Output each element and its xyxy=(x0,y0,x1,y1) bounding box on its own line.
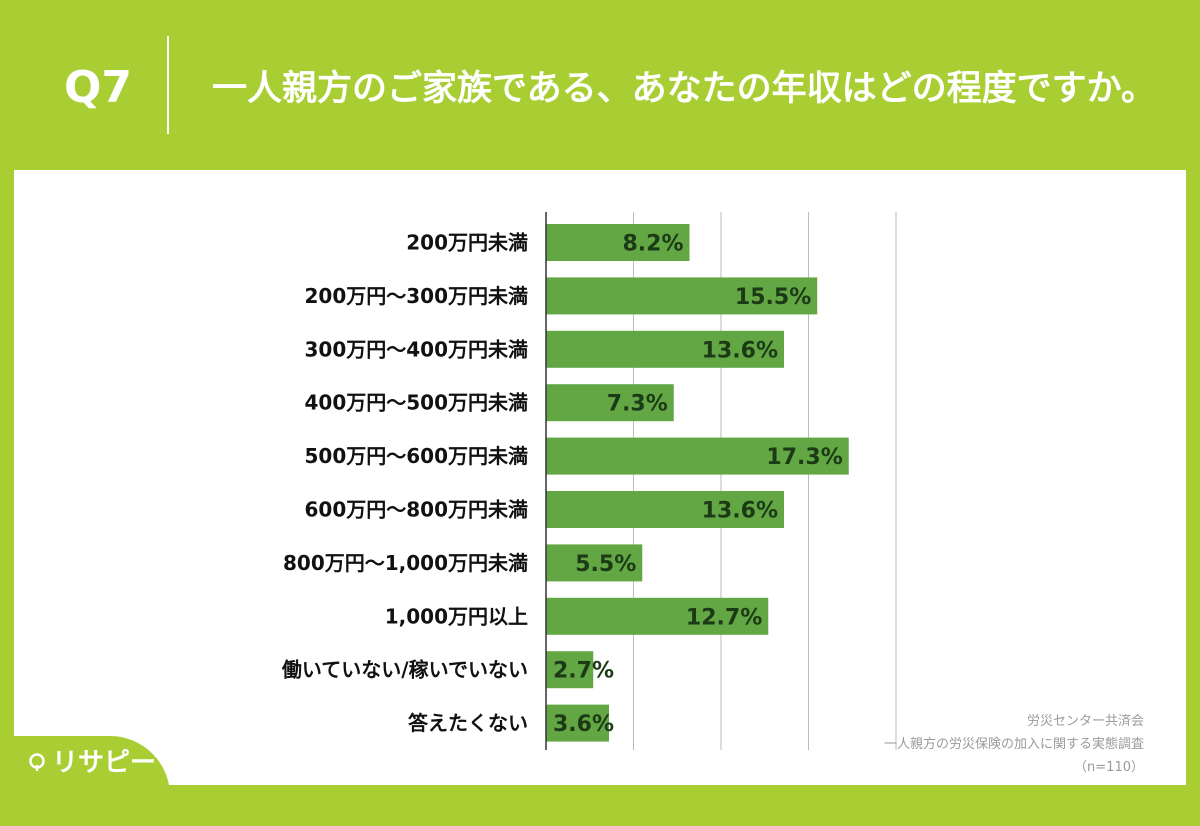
category-label: 500万円〜600万円未満 xyxy=(305,444,529,468)
value-label: 15.5% xyxy=(735,285,811,310)
category-label: 200万円未満 xyxy=(406,231,528,255)
category-label: 働いていない/稼いでいない xyxy=(281,658,528,682)
bars xyxy=(546,224,849,742)
bar xyxy=(546,597,769,635)
source-survey: 一人親方の労災保険の加入に関する実態調査 xyxy=(883,737,1144,752)
source-sample: （n=110） xyxy=(1074,760,1144,775)
question-number: Q7 xyxy=(64,62,133,113)
bar xyxy=(546,491,784,528)
bar xyxy=(546,224,690,261)
header-divider xyxy=(167,36,169,134)
bar xyxy=(546,277,818,315)
bar xyxy=(546,384,674,422)
bar xyxy=(546,704,609,742)
category-label: 600万円〜800万円未満 xyxy=(305,498,529,522)
value-label: 12.7% xyxy=(686,605,762,630)
source-organization: 労災センター共済会 xyxy=(1026,714,1144,729)
value-label: 3.6% xyxy=(553,712,614,737)
value-label: 13.6% xyxy=(702,499,778,524)
chart-panel: 200万円未満 200万円〜300万円未満 300万円〜400万円未満 400万円〜5… xyxy=(14,170,1186,785)
category-label: 1,000万円以上 xyxy=(385,604,528,628)
bar xyxy=(546,544,643,582)
category-label: 答えたくない xyxy=(408,711,528,735)
question-title: 一人親方のご家族である、あなたの年収はどの程度ですか。 xyxy=(212,69,1156,109)
bar-chart: 200万円未満 200万円〜300万円未満 300万円〜400万円未満 400万円〜5… xyxy=(281,212,897,750)
bar xyxy=(546,651,594,689)
value-label: 7.3% xyxy=(607,392,668,417)
value-label: 5.5% xyxy=(575,552,636,577)
value-labels: 8.2% 15.5% 13.6% 7.3% 17.3% 13.6% 5.5% 12.7% 2.7… xyxy=(553,232,843,738)
source-note: 労災センター共済会 一人親方の労災保険の加入に関する実態調査 （n=110） xyxy=(884,710,1144,779)
bar xyxy=(546,330,784,368)
value-label: 17.3% xyxy=(766,445,842,470)
header: Q7 一人親方のご家族である、あなたの年収はどの程度ですか。 xyxy=(0,0,1200,170)
value-label: 13.6% xyxy=(702,338,778,363)
category-label: 800万円〜1,000万円未満 xyxy=(283,551,528,575)
value-label: 2.7% xyxy=(553,659,614,684)
category-label: 300万円〜400万円未満 xyxy=(305,337,529,361)
category-labels: 200万円未満 200万円〜300万円未満 300万円〜400万円未満 400万円〜5… xyxy=(281,231,528,736)
pin-icon xyxy=(29,753,45,771)
bar xyxy=(546,437,849,475)
value-label: 8.2% xyxy=(622,232,683,257)
category-label: 200万円〜300万円未満 xyxy=(305,284,529,308)
category-label: 400万円〜500万円未満 xyxy=(305,391,529,415)
brand-name: リサピー xyxy=(52,748,157,778)
brand-badge: リサピー xyxy=(0,736,170,826)
